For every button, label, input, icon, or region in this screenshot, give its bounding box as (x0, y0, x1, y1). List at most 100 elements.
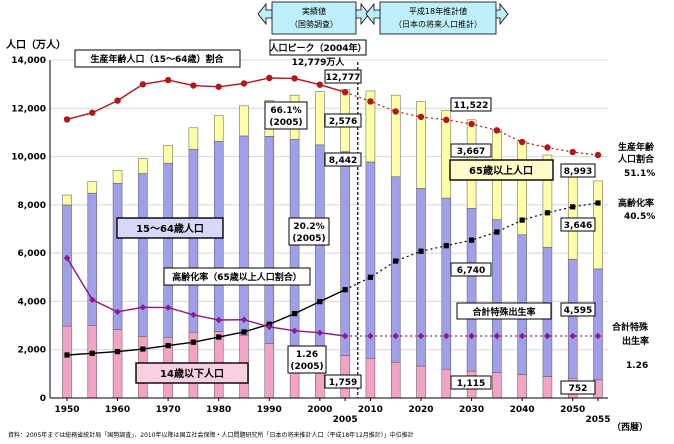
series-point (140, 346, 146, 352)
series-point (341, 89, 349, 96)
right-aging-value: 40.5% (624, 212, 655, 222)
series-point (493, 332, 501, 340)
elderly-2055-label: 3,646 (564, 221, 592, 231)
series-line-actual (66, 289, 346, 356)
bar-segment (87, 181, 98, 194)
elderly-ratio-2005-value: 20.2% (293, 222, 324, 232)
series-point (594, 332, 602, 340)
series-point (493, 127, 501, 134)
working-2055-label: 4,595 (564, 306, 592, 316)
series-point (63, 254, 71, 262)
bar-segment (112, 329, 123, 399)
working-pop-legend: 15〜64歳人口 (116, 217, 224, 239)
x-tick-label: 1950 (54, 405, 79, 415)
y-tick-label: 8,000 (18, 201, 46, 211)
tfr-legend-label: 合計特殊出生率 (472, 306, 535, 318)
y-tick-label: 0 (40, 394, 46, 404)
bar-segment (390, 361, 401, 399)
right-working-line1: 生産年齢 (618, 141, 655, 153)
bar-segment (441, 368, 452, 399)
series-point (418, 248, 424, 254)
series-point (291, 327, 298, 334)
bar-segment (416, 188, 426, 367)
peak-title: 人口ピーク（2004年） (268, 42, 366, 54)
series-point (544, 210, 551, 216)
series-point (316, 81, 324, 88)
x-tick-label: 2055 (585, 415, 610, 425)
series-point (114, 308, 121, 316)
series-point (139, 304, 147, 311)
elderly-ratio-2005-year: (2005) (292, 234, 325, 244)
bar-segment (492, 219, 502, 373)
bar-segment (188, 148, 199, 333)
bar-segment (62, 194, 72, 206)
tfr-2005-year: (2005) (290, 362, 323, 372)
bar-segment (517, 374, 527, 399)
working-pop-legend-label: 15〜64歳人口 (136, 222, 204, 235)
x-tick-label: 2000 (307, 405, 332, 415)
header-projection-line2: （日本の将来人口推計） (394, 19, 482, 29)
x-tick-label: 1970 (156, 405, 181, 415)
value-callouts: 12,777 2,576 8,442 1,759 66.1% (2005) 20… (264, 69, 596, 395)
y-tick-label: 6,000 (18, 249, 46, 259)
x-tick-label: 1960 (105, 405, 130, 415)
bar-segment (138, 173, 148, 337)
bar-segment (340, 151, 350, 356)
series-point (291, 75, 298, 82)
series-point (216, 334, 222, 340)
series-point (215, 316, 222, 324)
series-point (519, 217, 525, 223)
bar-segment (239, 135, 249, 336)
bar-segment (365, 161, 376, 359)
x-tick-label: 2005 (333, 415, 358, 425)
series-point (417, 113, 425, 121)
total-2055-label: 8,993 (564, 167, 592, 177)
bar-segment (542, 376, 553, 399)
series-point (190, 311, 197, 318)
bar-segment (62, 325, 72, 399)
x-tick-label: 1980 (206, 405, 231, 415)
series-point (392, 332, 399, 340)
series-point (241, 329, 247, 335)
series-point (341, 332, 349, 340)
series-point (417, 332, 425, 340)
series-point (190, 339, 197, 345)
elderly-pop-legend-label: 65歳以上人口 (469, 164, 533, 177)
bar-segment (441, 197, 452, 370)
series-point (266, 74, 273, 82)
series-point (443, 116, 450, 124)
series-point (468, 237, 475, 243)
series-point (240, 316, 248, 323)
series-point (139, 81, 147, 88)
series-point (569, 148, 576, 156)
child-2055-label: 752 (569, 384, 588, 394)
series-line-actual (66, 77, 346, 121)
bar-segment (492, 372, 502, 399)
header-actual-line1: 実績値 (302, 6, 326, 16)
series-point (443, 243, 449, 249)
elderly-2030-label: 3,667 (457, 147, 485, 157)
series-point (291, 310, 298, 317)
series-point (392, 108, 399, 115)
peak-annotation: 人口ピーク（2004年） 12,779万人 (268, 39, 367, 68)
bar-segment (365, 90, 376, 163)
bar-segment (62, 204, 72, 327)
source-note: 資料：2005年までは総務省統計局「国勢調査」、2010年以降は国立社会保障・人… (8, 431, 414, 439)
bar-segment (441, 110, 452, 199)
series-line-actual (66, 257, 346, 337)
working-ratio-legend-label: 生産年齢人口（15〜64歳）割合 (90, 53, 224, 65)
series-point (494, 229, 500, 235)
x-tick-label: 2050 (560, 405, 585, 415)
bar-segment (163, 162, 173, 338)
header-projection-arrow: 平成18年推計値 （日本の将来人口推計） (365, 1, 509, 35)
series-line-projection (344, 202, 599, 291)
child-2005-label: 1,759 (329, 378, 357, 388)
bar-segment (163, 145, 173, 164)
series-point (544, 144, 551, 151)
right-working-value: 51.1% (624, 169, 655, 179)
bar-segment (365, 357, 376, 399)
right-tfr-line2: 出生率 (622, 335, 649, 347)
series-point (89, 350, 95, 356)
y-tick-label: 10,000 (11, 153, 46, 163)
